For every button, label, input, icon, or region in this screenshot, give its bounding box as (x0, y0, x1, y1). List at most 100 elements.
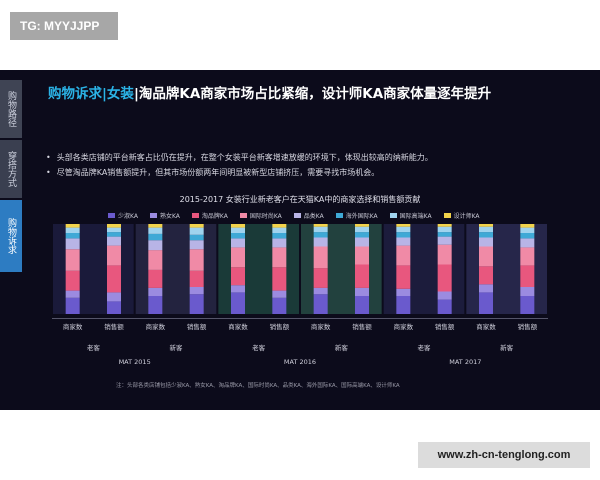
legend-item: 国际高端KA (389, 211, 432, 220)
bar-segment (107, 224, 121, 228)
bar-segment (313, 226, 328, 233)
legend-swatch (389, 213, 397, 218)
legend-label: 品类KA (303, 213, 324, 220)
bar-segment (272, 227, 287, 233)
legend-swatch (443, 213, 451, 218)
legend-swatch (149, 213, 157, 218)
sidebar-item-path[interactable]: 购物路径 (0, 80, 22, 138)
bar-segment (396, 245, 411, 266)
bar-segment (107, 245, 121, 266)
bar-segment (148, 269, 163, 288)
bar-segment (437, 291, 452, 300)
legend-item: 熟女KA (149, 211, 180, 220)
bar-segment (272, 233, 287, 239)
bar-segment (479, 237, 493, 247)
bar-segment (272, 290, 287, 298)
bar-segment (65, 270, 80, 291)
group-background (53, 224, 134, 314)
chart-legend: 少淑KA 熟女KA 淘品牌KA 国际时尚KA 品类KA 海外国际KA 国际高端KA 设计师KA (108, 211, 528, 220)
group-label: 新客 (169, 344, 183, 352)
bar-segment (437, 264, 452, 292)
x-tick-label: 商家数 (310, 323, 331, 331)
bar-segment (65, 249, 80, 271)
group-label: 新客 (334, 344, 348, 352)
bar-segment (396, 224, 411, 227)
bar-segment (189, 294, 204, 314)
group-background (301, 224, 382, 314)
bar-segment (189, 240, 204, 250)
legend-swatch (293, 213, 301, 218)
x-tick-label: 销售额 (517, 323, 538, 331)
bar-segment (189, 287, 204, 295)
bar-segment (231, 285, 245, 293)
legend-item: 国际时尚KA (239, 211, 282, 220)
chart-title: 2015-2017 女装行业新老客户在天猫KA中的商家选择和销售额贡献 (179, 195, 421, 204)
watermark: www.zh-cn-tenglong.com (418, 442, 590, 468)
bar-segment (396, 296, 411, 314)
tag-label: TG: MYYJJPP (10, 12, 118, 40)
bar-segment (437, 232, 452, 237)
group-background (218, 224, 299, 314)
bar-segment (189, 270, 204, 287)
bar-segment (479, 284, 493, 293)
bar-segment (189, 227, 204, 235)
group-background (383, 224, 465, 314)
bar-segment (148, 227, 163, 234)
bullet-item: 尽管淘品牌KA销售额提升，但其市场份额两年间明显被新型店铺挤压，需要寻找市场机会… (46, 165, 586, 180)
bar-segment (189, 224, 204, 228)
bar-segment (65, 297, 80, 314)
bar-segment (107, 232, 121, 237)
bar-segment (231, 267, 245, 286)
bar-segment (272, 247, 287, 268)
legend-item: 海外国际KA (335, 211, 378, 220)
bar-segment (437, 244, 452, 265)
group-label: 老客 (417, 344, 431, 352)
bar-segment (313, 246, 328, 269)
bar-segment (520, 265, 535, 287)
x-tick-label: 销售额 (186, 323, 207, 331)
x-tick-label: 销售额 (352, 323, 372, 331)
bar-segment (65, 224, 80, 228)
bar-segment (272, 238, 287, 248)
bar-segment (313, 294, 328, 314)
bar-segment (479, 292, 493, 314)
bar-segment (479, 266, 493, 285)
legend-label: 设计师KA (453, 213, 480, 220)
bar-segment (272, 224, 287, 228)
bar-segment (355, 237, 369, 247)
bar-segment (355, 232, 369, 238)
bar-segment (313, 224, 328, 227)
legend-swatch (191, 213, 199, 218)
bar-segment (231, 238, 245, 248)
bar-segment (479, 224, 493, 227)
group-label: 老客 (252, 344, 266, 352)
legend-label: 淘品牌KA (201, 213, 228, 220)
axis-divider (52, 318, 548, 319)
bar-segment (355, 226, 369, 233)
bar-segment (313, 232, 328, 238)
bar-segment (148, 296, 163, 314)
legend-label: 熟女KA (159, 213, 180, 220)
sidebar-item-outfit[interactable]: 穿搭方式 (0, 140, 22, 198)
bar-segment (396, 288, 411, 296)
bar-segment (355, 246, 369, 265)
group-background (466, 224, 547, 314)
legend-item: 设计师KA (443, 211, 480, 220)
bullet-list: 头部各类店铺的平台新客占比仍在提升，在整个女装平台新客增速放缓的环境下，体现出较… (46, 150, 586, 180)
bar-segment (520, 227, 535, 233)
sidebar-item-demand[interactable]: 购物诉求 (0, 200, 22, 272)
bar-segment (355, 224, 369, 227)
bar-segment (65, 290, 80, 298)
bullet-item: 头部各类店铺的平台新客占比仍在提升，在整个女装平台新客增速放缓的环境下，体现出较… (46, 150, 586, 165)
x-tick-label: 商家数 (145, 323, 166, 331)
legend-label: 国际高端KA (399, 213, 432, 220)
x-tick-label: 销售额 (434, 323, 455, 331)
bar-segment (107, 265, 121, 293)
bar-segment (231, 224, 245, 228)
bar-segment (437, 224, 452, 227)
bar-segment (520, 233, 535, 239)
bar-segment (148, 250, 163, 270)
legend-item: 淘品牌KA (191, 211, 228, 220)
stacked-bar-chart (53, 224, 547, 314)
bar-segment (313, 268, 328, 288)
